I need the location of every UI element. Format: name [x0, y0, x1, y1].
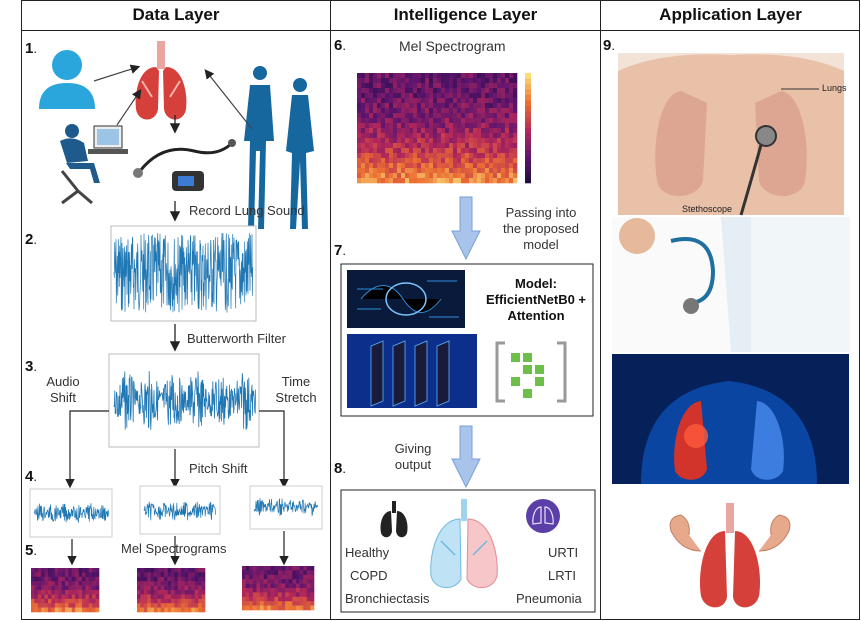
butterworth-filter-label: Butterworth Filter: [187, 331, 286, 346]
step-4: 4.: [25, 468, 37, 485]
step-5: 5.: [25, 542, 37, 559]
header-application-layer: Application Layer: [659, 5, 802, 24]
time-stretch-label: Time Stretch: [275, 374, 317, 405]
flow-arrow-to-model: [451, 196, 481, 261]
lungs-annotation: Lungs: [822, 83, 847, 93]
flow-arrow-to-output: [451, 425, 481, 489]
spectrogram-colorbar: [525, 73, 531, 184]
application-layer-graphics: [612, 53, 850, 608]
intelligence-layer-graphics: [340, 69, 596, 613]
mel-spectrogram-title: Mel Spectrogram: [399, 38, 506, 54]
augmented-mel-spectrograms: [31, 566, 315, 613]
mel-spectrogram-image: [357, 73, 518, 184]
chest-xray-infection-image: [612, 354, 849, 484]
step-2: 2.: [25, 231, 37, 248]
class-label-lrti: LRTI: [548, 568, 576, 583]
step-9: 9.: [603, 37, 615, 54]
header-data-layer: Data Layer: [132, 5, 220, 24]
step-1: 1.: [25, 40, 37, 57]
strong-healthy-lungs-icon: [669, 503, 791, 608]
raw-lung-sound-waveform: [113, 232, 254, 313]
filtered-waveform: [113, 371, 256, 430]
stethoscope-annotation: Stethoscope: [682, 204, 733, 214]
audio-shift-label: Audio Shift: [46, 374, 80, 405]
class-label-bronchiectasis: Bronchiectasis: [345, 591, 430, 606]
header-intelligence-layer: Intelligence Layer: [393, 5, 538, 24]
mel-spectrograms-label: Mel Spectrograms: [121, 541, 227, 556]
data-layer-graphics: [29, 41, 323, 613]
giving-output-label: Giving output: [394, 441, 432, 472]
audio-shift-waveform: [33, 503, 109, 524]
digital-stethoscope-icon: [133, 139, 236, 191]
record-lung-sound-label: Record Lung Sound: [189, 203, 305, 218]
pitch-shift-label: Pitch Shift: [189, 461, 248, 476]
class-label-copd: COPD: [350, 568, 388, 583]
time-stretch-waveform: [253, 498, 318, 516]
step-6: 6.: [334, 37, 346, 54]
lungs-black-icon: [380, 501, 408, 538]
step-3: 3.: [25, 358, 37, 375]
pitch-shift-waveform: [143, 501, 216, 521]
doctor-with-stethoscope-image: [612, 217, 850, 352]
business-people-icon: [244, 66, 314, 229]
step-7: 7.: [334, 242, 346, 259]
lungs-icon: [135, 41, 187, 120]
cnn-layers-image: [347, 334, 477, 408]
doctor-at-computer-icon: [60, 124, 128, 205]
torso-stethoscope-image: [618, 53, 844, 216]
class-label-healthy: Healthy: [345, 545, 390, 560]
class-label-pneumonia: Pneumonia: [516, 591, 582, 606]
class-label-urti: URTI: [548, 545, 579, 560]
lungs-purple-badge-icon: [526, 499, 560, 533]
patient-avatar-icon: [39, 50, 95, 109]
model-name-label: Model: EfficientNetB0 + Attention: [485, 276, 587, 323]
attention-module-icon: [495, 341, 567, 403]
step-8: 8.: [334, 460, 346, 477]
passing-label: Passing into the proposed model: [503, 205, 579, 252]
lungs-outline-icon: [430, 499, 498, 589]
